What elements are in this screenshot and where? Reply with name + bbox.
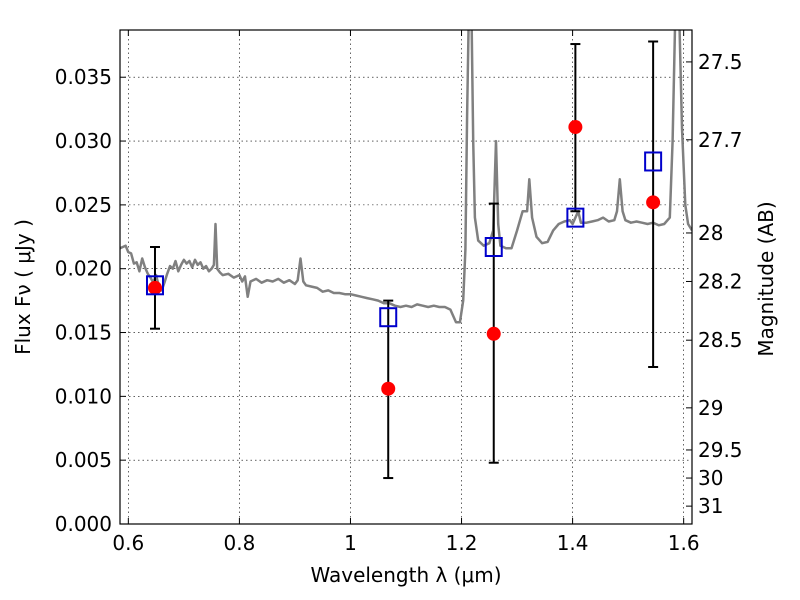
right-tick-label: 28	[698, 221, 723, 245]
x-tick-label: 1	[344, 531, 357, 555]
x-tick-label: 1.4	[557, 531, 589, 555]
y-tick-label: 0.035	[55, 65, 112, 89]
observed-point	[486, 326, 501, 341]
spectrum-line	[120, 30, 692, 324]
right-tick-label: 31	[698, 494, 723, 518]
right-axis-label: Magnitude (AB)	[754, 201, 778, 356]
y-tick-label: 0.015	[55, 321, 112, 345]
data-layer	[120, 30, 692, 324]
x-tick-label: 1.6	[668, 531, 700, 555]
right-tick-label: 27.7	[698, 128, 743, 152]
model-square-marker	[566, 207, 585, 228]
y-tick-label: 0.010	[55, 384, 112, 408]
ticks: 0.6 0.8 1 1.2 1.4 1.6 0.000 0.005 0.010 0.015 0.02…	[55, 30, 743, 555]
x-axis-label: Wavelength λ (μm)	[310, 563, 501, 587]
right-tick-label: 27.5	[698, 50, 743, 74]
observed-point	[646, 195, 661, 210]
marker-layer	[145, 40, 663, 480]
model-square-marker	[644, 151, 663, 172]
observed-point	[147, 280, 162, 295]
right-tick-label: 28.5	[698, 328, 743, 352]
right-tick-label: 28.2	[698, 269, 743, 293]
x-tick-label: 0.8	[223, 531, 255, 555]
y-tick-label: 0.030	[55, 129, 112, 153]
x-tick-label: 0.6	[112, 531, 144, 555]
grid	[120, 30, 692, 525]
observed-point	[568, 120, 583, 135]
right-tick-label: 30	[698, 466, 723, 490]
model-square-marker	[145, 275, 164, 296]
y-tick-label: 0.000	[55, 512, 112, 536]
plot-frame	[119, 29, 693, 525]
right-tick-label: 29	[698, 396, 723, 420]
model-square-marker	[484, 237, 503, 258]
observed-point	[381, 381, 396, 396]
model-square-marker	[379, 307, 398, 328]
right-tick-label: 29.5	[698, 438, 743, 462]
x-tick-label: 1.2	[446, 531, 478, 555]
y-tick-label: 0.020	[55, 257, 112, 281]
y-tick-label: 0.005	[55, 448, 112, 472]
y-axis-label: Flux Fν ( μJy )	[11, 219, 35, 355]
y-tick-label: 0.025	[55, 193, 112, 217]
